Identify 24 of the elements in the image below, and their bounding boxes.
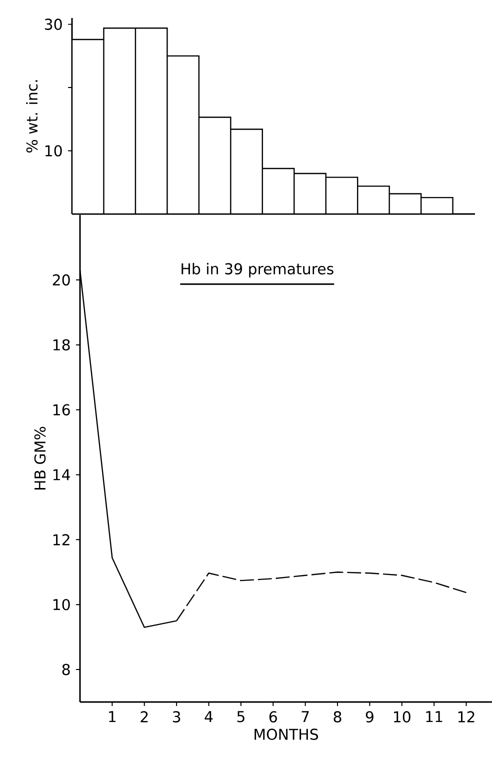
y-tick-label: 20 [52, 274, 70, 286]
y-tick-label: 10 [53, 598, 70, 610]
y-tick-label: 16 [53, 404, 70, 416]
x-tick-label: 7 [302, 711, 309, 722]
x-tick-label: 2 [140, 711, 148, 722]
x-tick-label: 1 [109, 711, 116, 722]
x-tick-label: 5 [237, 711, 244, 722]
y-tick-label: 8 [62, 664, 70, 676]
y-tick-label: 14 [53, 469, 70, 480]
x-tick-label: 8 [334, 711, 342, 722]
y-axis-title: HB GM% [34, 426, 46, 490]
text: Hb in 39 prematures [182, 262, 334, 278]
x-tick-label: 11 [426, 711, 442, 722]
y-tick-label: 18 [53, 339, 70, 351]
y-tick-label: 12 [53, 534, 70, 546]
x-tick-label: 12 [458, 711, 474, 722]
x-tick-label: 4 [204, 711, 213, 722]
x-tick-label: 9 [366, 711, 374, 722]
x-axis-title: MONTHS [254, 728, 318, 740]
y-axis-title: % wt. inc. [26, 80, 38, 153]
x-tick-label: 6 [269, 711, 277, 722]
x-tick-label: 10 [394, 711, 410, 722]
y-tick-label: 30 [44, 18, 62, 30]
x-tick-label: 3 [172, 711, 180, 722]
